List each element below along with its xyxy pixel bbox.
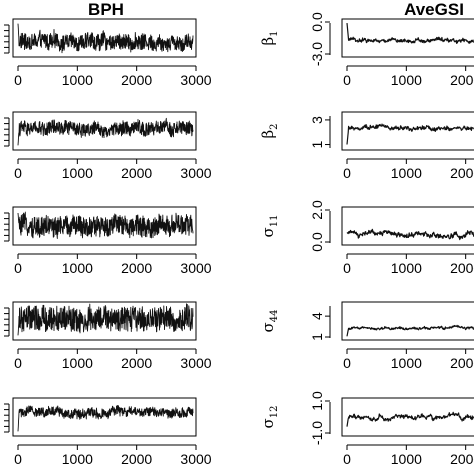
trace-panel-bph-1: 0 1000 2000 3000 [4, 18, 212, 88]
mcmc-trace-line [17, 303, 194, 336]
column-title-bph: BPH [88, 0, 124, 19]
x-tick-label: 0 [14, 451, 22, 467]
x-tick-label: 0 [343, 355, 351, 371]
y-tick-label: 1.0 [309, 391, 325, 411]
x-tick-label: 0 [343, 165, 351, 181]
x-tick-label: 2000 [450, 72, 474, 88]
mcmc-trace-line [346, 411, 474, 427]
y-tick-label: -1.0 [309, 421, 325, 445]
x-tick-label: 2000 [121, 355, 152, 371]
x-tick-label: 0 [14, 355, 22, 371]
trace-panel-bph-2: 0 1000 2000 3000 [4, 111, 212, 181]
x-tick-label: 2000 [450, 355, 474, 371]
x-tick-label: 1000 [62, 260, 93, 276]
panel-frame [12, 111, 197, 151]
trace-panel-bph-3: 0 1000 2000 3000 [4, 206, 212, 276]
trace-panel-avegsi-3: 0 1000 2000 0.0 2.0 σ11 [259, 200, 474, 276]
y-tick-label: -3.0 [309, 42, 325, 66]
y-tick-label: 1 [309, 140, 325, 148]
panel-frame [341, 397, 474, 437]
x-tick-label: 3000 [180, 355, 211, 371]
trace-panel-bph-5: 0 1000 2000 3000 [4, 397, 212, 467]
panel-frame [12, 206, 197, 246]
y-tick-label: 3 [309, 116, 325, 124]
x-tick-label: 1000 [62, 355, 93, 371]
x-tick-label: 1000 [391, 355, 422, 371]
y-axis-label: β1 [259, 30, 280, 45]
y-axis-label: σ11 [259, 215, 280, 238]
x-tick-label: 0 [343, 260, 351, 276]
x-tick-label: 1000 [62, 72, 93, 88]
x-tick-label: 3000 [180, 451, 211, 467]
trace-panel-bph-4: 0 1000 2000 3000 [4, 301, 212, 371]
x-tick-label: 3000 [180, 260, 211, 276]
x-tick-label: 2000 [121, 165, 152, 181]
panel-frame [12, 301, 197, 341]
trace-panel-avegsi-5: 0 1000 2000 -1.0 1.0 σ12 [259, 391, 474, 467]
panel-frame [12, 18, 197, 58]
y-tick-label: 1 [309, 333, 325, 341]
panel-frame [341, 301, 474, 341]
x-tick-label: 0 [343, 72, 351, 88]
x-tick-label: 1000 [62, 451, 93, 467]
mcmc-trace-line [17, 23, 194, 54]
mcmc-trace-line [346, 228, 474, 241]
panel-frame [341, 111, 474, 151]
mcmc-trace-line [17, 405, 194, 432]
y-axis-label: σ12 [259, 406, 280, 429]
mcmc-trace-line [17, 117, 194, 146]
x-tick-label: 2000 [121, 260, 152, 276]
panel-frame [341, 206, 474, 246]
x-tick-label: 2000 [121, 451, 152, 467]
x-tick-label: 0 [14, 72, 22, 88]
x-tick-label: 1000 [391, 260, 422, 276]
y-tick-label: 0.0 [309, 12, 325, 32]
panel-frame [341, 18, 474, 58]
mcmc-trace-line [17, 211, 194, 239]
y-axis-label: σ44 [259, 310, 280, 333]
x-tick-label: 1000 [391, 451, 422, 467]
y-axis-label: β2 [259, 123, 280, 138]
y-tick-label: 4 [309, 312, 325, 320]
trace-panel-avegsi-2: 0 1000 2000 1 3 β2 [259, 111, 474, 181]
column-title-avegsi: AveGSI [404, 0, 464, 19]
x-tick-label: 1000 [391, 165, 422, 181]
x-tick-label: 2000 [450, 165, 474, 181]
y-tick-label: 2.0 [309, 200, 325, 220]
mcmc-trace-line [346, 23, 474, 44]
mcmc-trace-line [346, 324, 474, 337]
x-tick-label: 1000 [62, 165, 93, 181]
x-tick-label: 2000 [121, 72, 152, 88]
mcmc-trace-line [346, 123, 474, 145]
x-tick-label: 3000 [180, 72, 211, 88]
x-tick-label: 0 [14, 260, 22, 276]
panel-frame [12, 397, 197, 437]
x-tick-label: 0 [14, 165, 22, 181]
x-tick-label: 2000 [450, 260, 474, 276]
trace-panel-avegsi-4: 0 1000 2000 1 4 σ44 [259, 301, 474, 371]
trace-panel-avegsi-1: 0 1000 2000 -3.0 0.0 β1 [259, 12, 474, 88]
x-tick-label: 0 [343, 451, 351, 467]
x-tick-label: 3000 [180, 165, 211, 181]
y-tick-label: 0.0 [309, 232, 325, 252]
x-tick-label: 1000 [391, 72, 422, 88]
x-tick-label: 2000 [450, 451, 474, 467]
